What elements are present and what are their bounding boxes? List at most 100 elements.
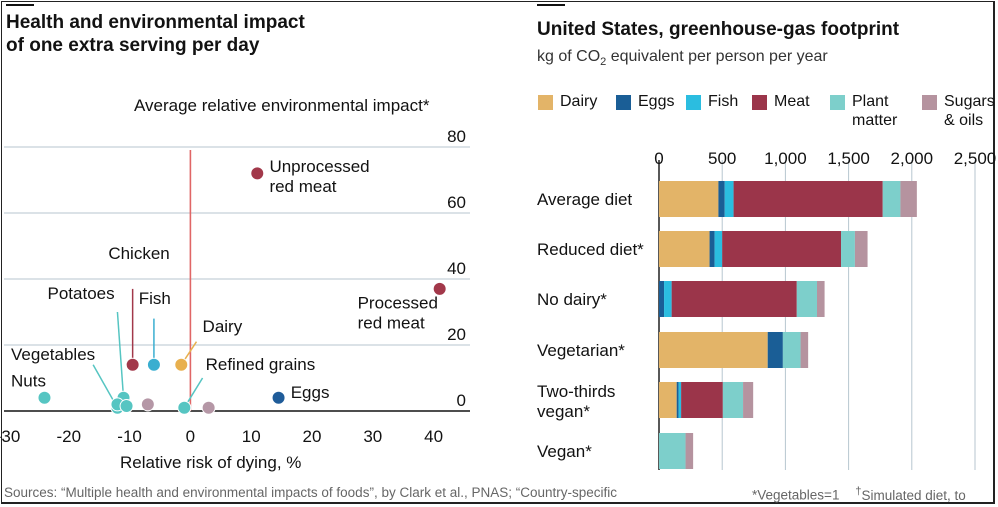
bar-category-label: Two-thirds vegan*	[537, 382, 615, 421]
point-label: Chicken	[108, 244, 169, 263]
bar-x-tick-label: 2,500	[954, 149, 997, 168]
bar-x-tick-label: 1,500	[827, 149, 870, 168]
bar-segment	[714, 231, 723, 267]
scatter-gridlines	[4, 146, 470, 412]
callout-line	[116, 311, 125, 398]
x-tick-label: -10	[117, 427, 142, 446]
legend-label-plant-matter: Plant matter	[852, 92, 897, 130]
y-tick-label: 0	[457, 391, 466, 410]
bar-segment	[676, 382, 679, 418]
legend-sugars-line1: Sugars	[944, 93, 995, 110]
legend-plant-line2: matter	[852, 112, 898, 129]
bar-segment	[743, 382, 754, 418]
x-tick-label: -20	[57, 427, 82, 446]
bar-segment	[854, 231, 868, 267]
left-title-line1: Health and environmental impact	[6, 12, 305, 33]
scatter-point	[37, 390, 52, 405]
bar-segments	[659, 181, 917, 469]
legend-plant-line1: Plant	[852, 93, 889, 110]
y-tick-label: 40	[447, 259, 466, 278]
bar-segment	[659, 332, 768, 368]
x-tick-label: 10	[242, 427, 261, 446]
point-label: Fish	[139, 289, 171, 308]
legend-label-sugars-oils: Sugars & oils	[944, 92, 995, 130]
bar-segment	[709, 231, 715, 267]
scatter-point	[125, 357, 140, 372]
left-x-axis-label: Relative risk of dying, %	[120, 453, 302, 472]
bar-category-label: Vegetarian*	[537, 341, 625, 360]
left-chart-title: Health and environmental impact of one e…	[6, 11, 305, 57]
bar-segment	[685, 433, 694, 469]
bar-segment	[796, 281, 817, 317]
legend-swatch-meat	[752, 95, 767, 110]
bar-segment	[782, 332, 801, 368]
bar-category-labels: Average diet Reduced diet* No dairy* Vegeta…	[537, 190, 644, 461]
footer-notes: *Vegetables=1 †Simulated diet, to	[752, 485, 966, 503]
legend-swatch-plant-matter	[830, 95, 845, 110]
bar-category-label: No dairy*	[537, 290, 607, 309]
footer-note-vegetables: *Vegetables=1	[752, 487, 840, 503]
bar-segment	[817, 281, 825, 317]
left-y-axis-label: Average relative environmental impact*	[134, 96, 430, 115]
bar-segment	[800, 332, 809, 368]
bar-segment	[767, 332, 783, 368]
subtitle-sub: 2	[600, 56, 607, 69]
bar-category-label: Vegan*	[537, 442, 592, 461]
right-chart-title: United States, greenhouse-gas footprint	[537, 19, 900, 40]
point-label: Potatoes	[48, 284, 115, 303]
bar-x-tick-label: 500	[708, 149, 736, 168]
point-label: Eggs	[291, 383, 330, 402]
x-tick-label: 30	[363, 427, 382, 446]
scatter-point	[174, 357, 189, 372]
title-rule-right	[537, 4, 565, 6]
point-label: Processed red meat	[358, 294, 438, 333]
legend-label-fish: Fish	[708, 93, 739, 110]
bar-segment	[882, 181, 901, 217]
legend-label-eggs: Eggs	[638, 93, 675, 110]
subtitle-post: equivalent per person per year	[606, 48, 828, 65]
subtitle-pre: kg of CO	[537, 48, 601, 65]
scatter-point	[432, 281, 447, 296]
bar-segment	[664, 281, 672, 317]
bar-ticks: 0 500 1,000 1,500 2,000 2,500	[654, 149, 996, 168]
footer-sources: Sources: “Multiple health and environmen…	[4, 485, 618, 500]
scatter-labels: Unprocessed red meat Processed red meat Chic…	[11, 157, 438, 402]
bar-segment	[659, 181, 719, 217]
right-chart-subtitle: kg of CO2 equivalent per person per year	[537, 48, 828, 68]
bar-segment	[659, 382, 677, 418]
scatter-point	[140, 397, 155, 412]
scatter-point	[201, 400, 216, 415]
point-label: Dairy	[203, 317, 243, 336]
scatter-points	[37, 166, 447, 415]
bar-segment	[841, 231, 855, 267]
scatter-point	[271, 390, 286, 405]
y-tick-label: 20	[447, 325, 466, 344]
point-label: Unprocessed red meat	[269, 157, 369, 196]
bar-category-label: Reduced diet*	[537, 240, 644, 259]
left-title-line2: of one extra serving per day	[6, 35, 260, 56]
bar-segment	[718, 181, 725, 217]
scatter-point	[250, 166, 265, 181]
bar-segment	[722, 231, 842, 267]
footer-note-dagger: †Simulated diet, to	[855, 485, 966, 503]
y-tick-label: 60	[447, 193, 466, 212]
scatter-point	[119, 399, 134, 414]
legend-swatch-fish	[686, 95, 701, 110]
bar-x-tick-label: 2,000	[891, 149, 934, 168]
bar-segment	[671, 281, 797, 317]
scatter-point	[177, 400, 192, 415]
x-tick-label: 40	[424, 427, 443, 446]
bar-segment	[733, 181, 883, 217]
bar-category-label: Average diet	[537, 190, 632, 209]
y-tick-label: 80	[447, 127, 466, 146]
bar-x-tick-label: 1,000	[764, 149, 807, 168]
legend-label-meat: Meat	[774, 93, 810, 110]
footer-note-simulated: Simulated diet, to	[861, 487, 966, 503]
legend-sugars-line2: & oils	[944, 112, 984, 129]
bar-segment	[659, 433, 686, 469]
bar-segment	[681, 382, 723, 418]
bar-segment	[724, 181, 734, 217]
point-label: Nuts	[11, 371, 46, 390]
